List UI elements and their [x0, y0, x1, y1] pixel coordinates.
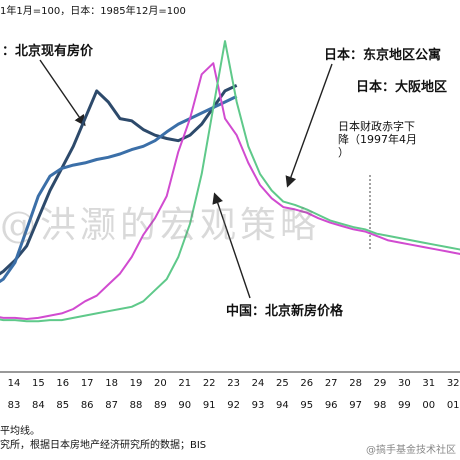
- x-tick-top: 31: [422, 378, 436, 389]
- x-tick-top: 16: [56, 378, 70, 389]
- annotation-arrows: [39, 59, 333, 299]
- series-line-tokyo: [0, 62, 460, 320]
- x-tick-bottom: 89: [154, 400, 167, 411]
- x-tick-bottom: 93: [251, 400, 265, 411]
- series-line-osaka: [0, 40, 460, 323]
- x-tick-top: 27: [324, 378, 338, 389]
- fiscal-note-line-3: ）: [338, 146, 349, 159]
- x-tick-top: 19: [129, 378, 143, 389]
- x-tick-top: 25: [276, 378, 289, 389]
- x-tick-bottom: 84: [32, 400, 45, 411]
- x-tick-bottom: 83: [7, 400, 21, 411]
- label-osaka: 日本：大阪地区: [354, 76, 450, 95]
- x-tick-bottom: 92: [227, 400, 240, 411]
- x-tick-top: 28: [349, 378, 362, 389]
- footnote-line-2: 究所，根据日本房地产经济研究所的数据；BIS: [0, 440, 207, 451]
- x-tick-top: 14: [7, 378, 21, 389]
- x-tick-top: 26: [300, 378, 314, 389]
- x-tick-bottom: 96: [324, 400, 338, 411]
- x-tick-bottom: 91: [202, 400, 216, 411]
- label-fiscal-note: 日本财政赤字下 降（1997年4月 ）: [338, 120, 417, 159]
- arrow-beijing-new: [212, 192, 251, 299]
- label-beijing-new: 中国：北京新房价格: [224, 300, 346, 319]
- chart-note: 1年1月=100，日本：1985年12月=100: [0, 6, 186, 17]
- credit-text: @搞手基金技术社区: [366, 445, 456, 456]
- x-tick-top: 23: [227, 378, 240, 389]
- x-tick-top: 29: [373, 378, 387, 389]
- footnote-line-1: 平均线。: [0, 426, 40, 437]
- label-tokyo: 日本：东京地区公寓: [322, 44, 444, 63]
- x-tick-bottom: 97: [349, 400, 362, 411]
- series-layer: [0, 40, 460, 373]
- series-line-beijing_existing: [0, 84, 238, 276]
- x-tick-top: 17: [80, 378, 94, 389]
- x-tick-top: 21: [178, 378, 192, 389]
- x-tick-bottom: 87: [105, 400, 118, 411]
- x-tick-bottom: 88: [129, 400, 143, 411]
- arrow-tokyo: [285, 63, 333, 188]
- x-tick-bottom: 01: [446, 400, 460, 411]
- x-tick-bottom: 95: [300, 400, 314, 411]
- series-line-beijing_new: [0, 95, 238, 284]
- x-tick-bottom: 86: [80, 400, 94, 411]
- x-tick-bottom: 85: [56, 400, 70, 411]
- x-tick-bottom: 00: [422, 400, 436, 411]
- x-tick-bottom: 90: [178, 400, 192, 411]
- x-tick-top: 30: [398, 378, 411, 389]
- fiscal-note-line-1: 日本财政赤字下: [338, 120, 415, 133]
- x-tick-bottom: 99: [398, 400, 411, 411]
- x-tick-top: 24: [251, 378, 265, 389]
- x-tick-top: 18: [105, 378, 118, 389]
- label-beijing-existing: ：北京现有房价: [0, 40, 96, 59]
- fiscal-note-line-2: 降（1997年4月: [338, 133, 417, 146]
- x-tick-top: 15: [32, 378, 45, 389]
- arrow-beijing-existing: [39, 59, 86, 127]
- x-tick-top: 22: [202, 378, 216, 389]
- x-tick-bottom: 94: [276, 400, 289, 411]
- x-tick-top: 20: [154, 378, 167, 389]
- x-tick-top: 32: [446, 378, 460, 389]
- watermark: @洪灏的宏观策略: [0, 205, 321, 246]
- x-tick-bottom: 98: [373, 400, 387, 411]
